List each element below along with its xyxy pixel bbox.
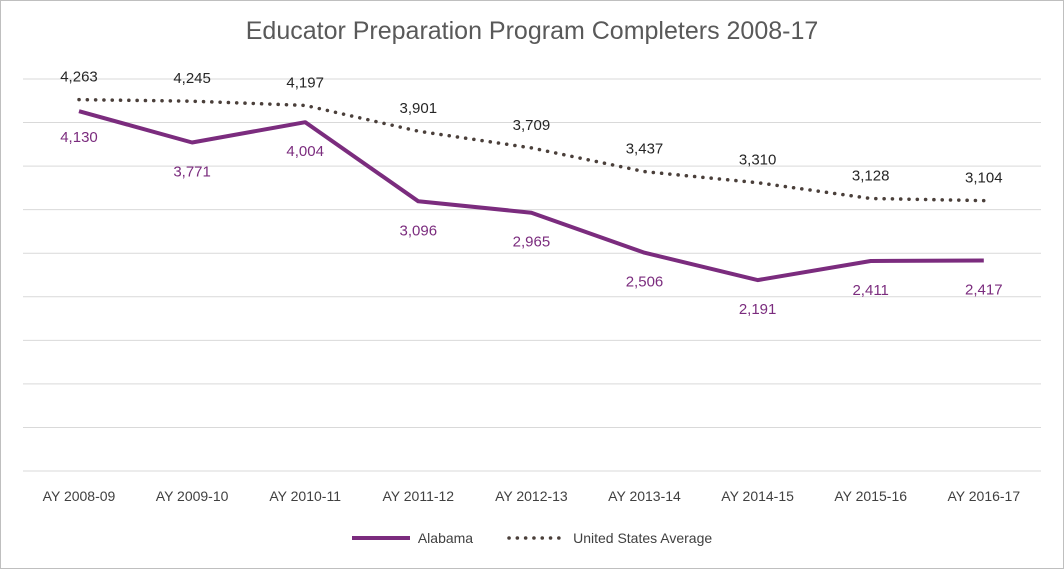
- x-tick-label: AY 2010-11: [269, 488, 341, 504]
- legend-item-us-average: United States Average: [507, 529, 712, 547]
- data-label-us-average: 3,310: [739, 152, 777, 169]
- legend-item-alabama: Alabama: [351, 529, 474, 547]
- data-label-alabama: 3,771: [173, 164, 211, 181]
- x-tick-label: AY 2016-17: [947, 488, 1020, 504]
- data-label-us-average: 4,245: [173, 70, 211, 87]
- legend: Alabama United States Average: [1, 529, 1063, 547]
- x-tick-label: AY 2015-16: [834, 488, 907, 504]
- legend-swatch-us-average: [507, 536, 566, 540]
- series-line-alabama: [78, 109, 984, 283]
- chart-title: Educator Preparation Program Completers …: [245, 17, 819, 45]
- data-label-alabama: 2,411: [852, 282, 888, 299]
- data-label-alabama: 2,191: [739, 301, 777, 318]
- data-label-us-average: 3,901: [400, 100, 438, 117]
- x-tick-label: AY 2009-10: [156, 488, 229, 504]
- data-label-alabama: 3,096: [400, 222, 438, 239]
- data-label-alabama: 2,417: [965, 281, 1003, 298]
- legend-label-us-average: United States Average: [573, 530, 713, 546]
- data-label-alabama: 2,506: [626, 274, 664, 291]
- data-label-alabama: 4,130: [60, 129, 98, 146]
- data-label-us-average: 3,709: [513, 117, 551, 134]
- data-label-us-average: 3,104: [965, 170, 1003, 187]
- x-tick-label: AY 2012-13: [495, 488, 568, 504]
- plot-area: AY 2008-09 AY 2009-10 AY 2010-11 AY 2011-12…: [23, 69, 1041, 504]
- data-label-us-average: 3,437: [626, 141, 664, 158]
- x-tick-label: AY 2013-14: [608, 488, 681, 504]
- x-tick-label: AY 2008-09: [43, 488, 116, 504]
- data-label-alabama: 4,004: [286, 143, 324, 160]
- data-label-us-average: 4,197: [286, 74, 324, 91]
- series-line-us-average: [77, 97, 986, 203]
- legend-swatch-alabama: [351, 536, 410, 540]
- data-label-alabama: 2,965: [513, 234, 551, 251]
- legend-label-alabama: Alabama: [417, 530, 474, 546]
- x-tick-label: AY 2014-15: [721, 488, 794, 504]
- data-label-us-average: 3,128: [852, 168, 890, 185]
- x-tick-label: AY 2011-12: [382, 488, 454, 504]
- data-label-us-average: 4,263: [60, 69, 98, 86]
